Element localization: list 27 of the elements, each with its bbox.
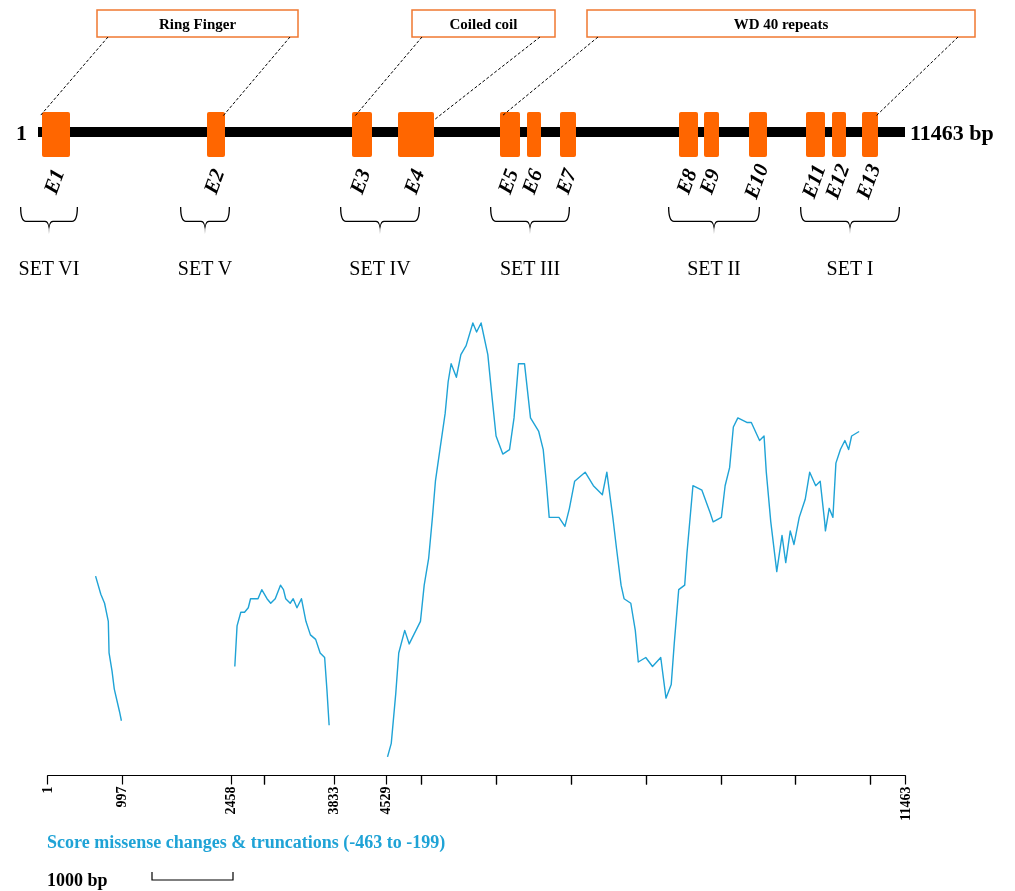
- text: E3: [344, 165, 376, 198]
- text: E1: [38, 165, 70, 198]
- text: SET VI: [18, 257, 80, 279]
- text: 1000 bp: [47, 870, 108, 890]
- text: E13: [850, 160, 886, 203]
- x-tick-label: 1: [39, 786, 55, 794]
- text: SET V: [177, 257, 233, 279]
- text: SET IV: [349, 257, 412, 279]
- x-tick-label: 3833: [326, 786, 342, 815]
- label-frame: Coiled coil: [411, 9, 556, 38]
- text: SET III: [499, 257, 561, 279]
- text: E7: [550, 164, 582, 198]
- text: E2: [198, 165, 230, 198]
- label-frame: WD 40 repeats: [586, 9, 976, 38]
- text: SET I: [826, 257, 874, 279]
- x-tick-label: 4529: [378, 786, 394, 815]
- x-tick-label: 11463: [897, 786, 913, 821]
- label-frame: Ring Finger: [96, 9, 299, 38]
- text: Score missense changes & truncations (-463 to -199): [47, 832, 446, 853]
- text: E6: [516, 165, 548, 198]
- text: 11463 bp: [910, 120, 994, 145]
- x-tick-label: 2458: [223, 786, 239, 815]
- text: SET II: [687, 257, 741, 279]
- x-tick-label: 997: [114, 786, 130, 808]
- text: 1: [16, 120, 27, 145]
- text: E10: [738, 160, 774, 203]
- text: E4: [398, 165, 430, 198]
